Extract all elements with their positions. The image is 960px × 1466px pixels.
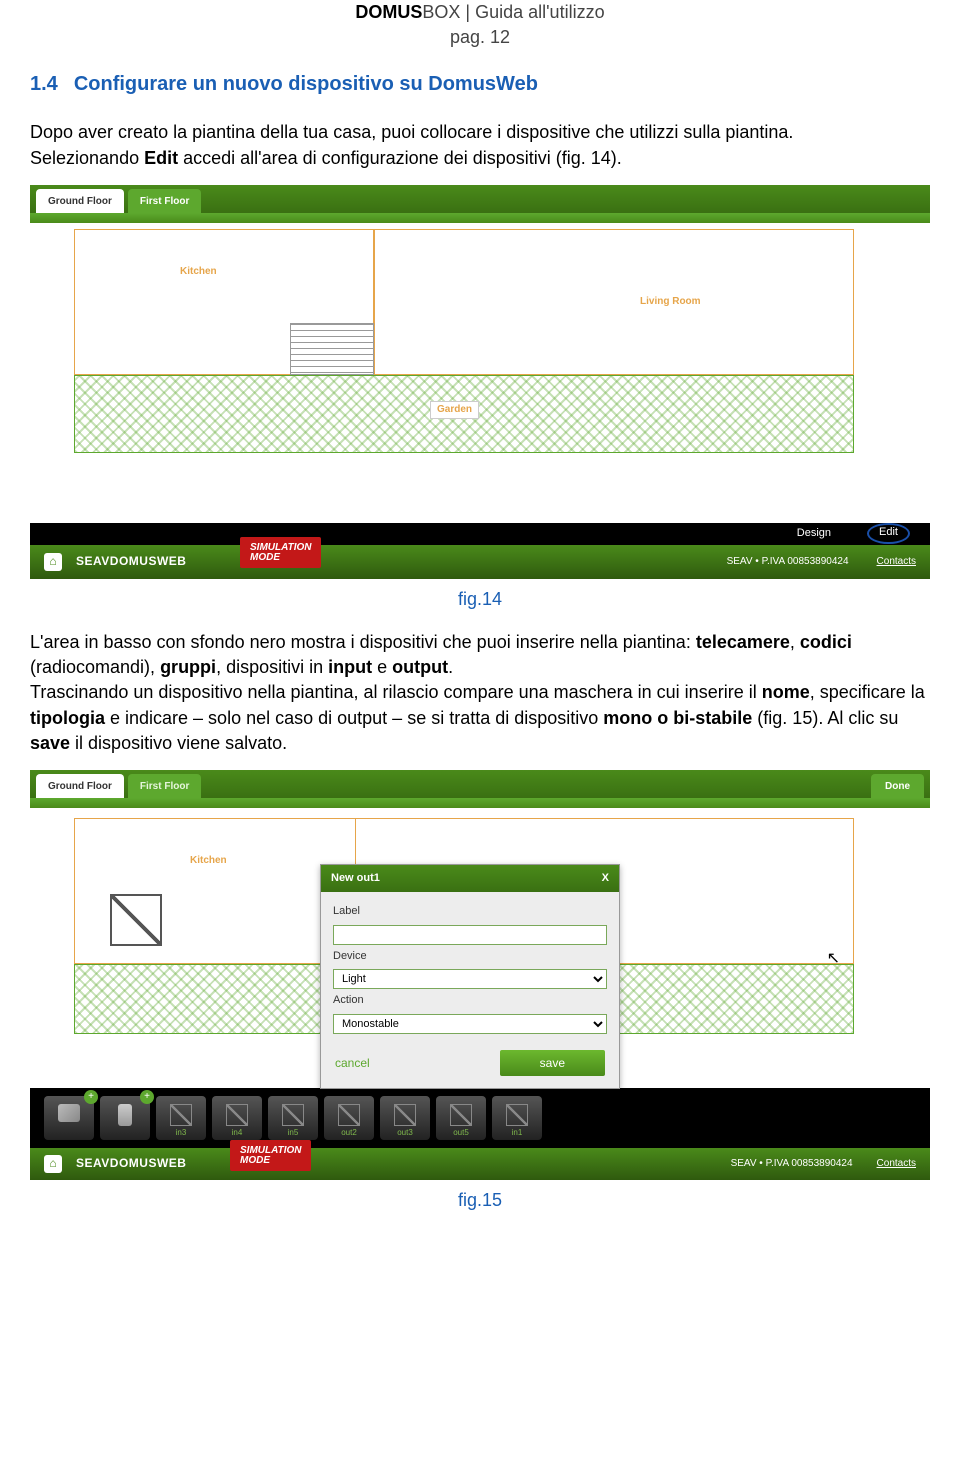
figure-15-screenshot: Ground Floor First Floor Done Kitchen ↖ … — [30, 770, 930, 1180]
footer-right-2: SEAV • P.IVA 00853890424 Contacts — [731, 1157, 916, 1171]
remote-icon — [118, 1104, 132, 1126]
fig15-caption: fig.15 — [30, 1188, 930, 1213]
tray-in1[interactable]: in1 — [492, 1096, 542, 1140]
tray-out3[interactable]: out3 — [380, 1096, 430, 1140]
green-bar-2 — [30, 798, 930, 808]
modal-title: New out1 — [331, 871, 380, 886]
modal-body: Label Device Light Action Monostable — [321, 892, 619, 1040]
plus-icon: + — [84, 1090, 98, 1104]
camera-icon — [58, 1104, 80, 1122]
slash-icon — [226, 1104, 248, 1126]
action-field-label: Action — [333, 993, 607, 1008]
cancel-button[interactable]: cancel — [335, 1056, 370, 1070]
brand-text: SEAVDOMUSWEB — [76, 553, 186, 570]
doc-title-rest: BOX | Guida all'utilizzo — [422, 2, 604, 22]
contacts-link-2[interactable]: Contacts — [877, 1157, 916, 1171]
placed-device-icon[interactable] — [110, 894, 162, 946]
tray-camera[interactable]: + — [44, 1096, 94, 1140]
green-bar — [30, 213, 930, 223]
cursor-icon: ↖ — [827, 948, 840, 970]
slash-icon — [506, 1104, 528, 1126]
doc-header: DOMUSBOX | Guida all'utilizzo pag. 12 — [30, 0, 930, 50]
slash-icon — [338, 1104, 360, 1126]
save-button[interactable]: save — [500, 1050, 605, 1076]
done-button[interactable]: Done — [871, 774, 924, 798]
section-heading: 1.4 Configurare un nuovo dispositivo su D… — [30, 70, 930, 98]
device-tray: + + in3 in4 in5 out2 out3 out5 in1 — [30, 1088, 930, 1148]
label-field-label: Label — [333, 904, 607, 919]
doc-title-bold: DOMUS — [355, 2, 422, 22]
page-number: pag. 12 — [30, 25, 930, 50]
tab-first-floor-2[interactable]: First Floor — [128, 774, 201, 798]
tray-out5[interactable]: out5 — [436, 1096, 486, 1140]
tray-in3[interactable]: in3 — [156, 1096, 206, 1140]
slash-icon — [394, 1104, 416, 1126]
design-link[interactable]: Design — [797, 526, 831, 541]
piva-text: SEAV • P.IVA 00853890424 — [727, 555, 849, 569]
stairs-icon — [290, 323, 374, 375]
contacts-link[interactable]: Contacts — [877, 555, 916, 569]
section-title: Configurare un nuovo dispositivo su Domu… — [74, 73, 538, 95]
label-input[interactable] — [333, 925, 607, 945]
doc-title: DOMUSBOX | Guida all'utilizzo — [30, 0, 930, 25]
figure-14-screenshot: Ground Floor First Floor Kitchen Living … — [30, 185, 930, 579]
tab-ground-floor-2[interactable]: Ground Floor — [36, 774, 124, 798]
modal-actions: cancel save — [321, 1040, 619, 1088]
section-number: 1.4 — [30, 73, 58, 95]
footer-bar: ⌂ SEAVDOMUSWEB SIMULATION MODE SEAV • P.… — [30, 545, 930, 579]
tray-in4[interactable]: in4 — [212, 1096, 262, 1140]
brand-text-2: SEAVDOMUSWEB — [76, 1155, 186, 1172]
living-label: Living Room — [640, 295, 701, 309]
modal-header: New out1 X — [321, 865, 619, 892]
plus-icon: + — [140, 1090, 154, 1104]
fig14-caption: fig.14 — [30, 587, 930, 612]
close-icon[interactable]: X — [602, 871, 609, 886]
device-field-label: Device — [333, 949, 607, 964]
room-living — [374, 229, 854, 375]
tray-out2[interactable]: out2 — [324, 1096, 374, 1140]
tab-first-floor[interactable]: First Floor — [128, 189, 201, 213]
logo-icon: ⌂ — [44, 553, 62, 571]
footer-right: SEAV • P.IVA 00853890424 Contacts — [727, 555, 916, 569]
tray-in5[interactable]: in5 — [268, 1096, 318, 1140]
footer-bar-2: ⌂ SEAVDOMUSWEB SIMULATION MODE SEAV • P.… — [30, 1148, 930, 1180]
piva-text-2: SEAV • P.IVA 00853890424 — [731, 1157, 853, 1171]
logo-icon: ⌂ — [44, 1155, 62, 1173]
kitchen-label-2: Kitchen — [190, 854, 227, 868]
simulation-badge-2: SIMULATION MODE — [230, 1140, 311, 1171]
simulation-badge: SIMULATION MODE — [240, 537, 321, 568]
mode-bar: Design Edit — [30, 523, 930, 545]
edit-link[interactable]: Edit — [867, 523, 910, 544]
tray-remote[interactable]: + — [100, 1096, 150, 1140]
action-select[interactable]: Monostable — [333, 1014, 607, 1034]
floorplan-canvas-2: Kitchen ↖ New out1 X Label Device Light … — [30, 808, 930, 1088]
slash-icon — [170, 1104, 192, 1126]
slash-icon — [282, 1104, 304, 1126]
new-device-modal: New out1 X Label Device Light Action Mon… — [320, 864, 620, 1089]
kitchen-label: Kitchen — [180, 265, 217, 279]
floor-tabs-2: Ground Floor First Floor Done — [30, 770, 930, 798]
floor-tabs: Ground Floor First Floor — [30, 185, 930, 213]
intro-paragraph: Dopo aver creato la piantina della tua c… — [30, 120, 930, 170]
slash-icon — [450, 1104, 472, 1126]
garden-label: Garden — [430, 401, 479, 419]
floorplan-canvas: Kitchen Living Room Garden — [30, 223, 930, 523]
paragraph-2: L'area in basso con sfondo nero mostra i… — [30, 630, 930, 756]
tab-ground-floor[interactable]: Ground Floor — [36, 189, 124, 213]
device-select[interactable]: Light — [333, 969, 607, 989]
